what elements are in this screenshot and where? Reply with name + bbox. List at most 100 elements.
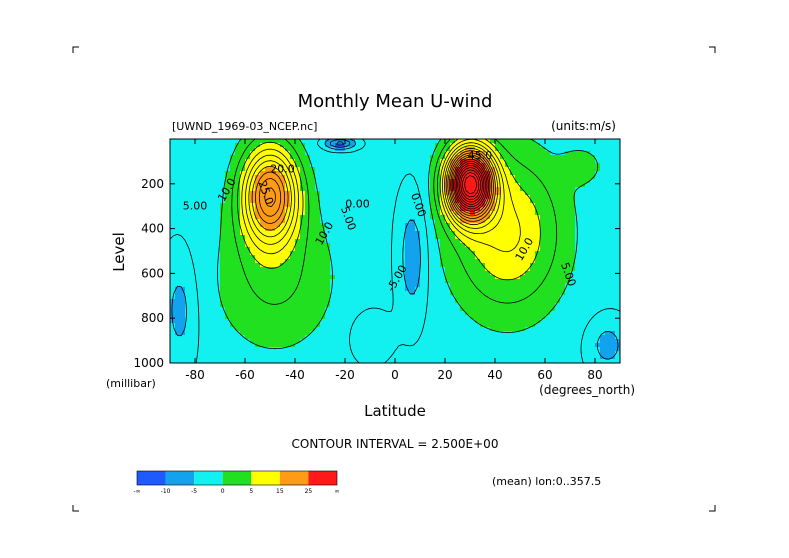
contour-band-cell [170, 231, 176, 236]
contour-band-cell [230, 207, 236, 212]
contour-band-cell [470, 255, 476, 260]
contour-band-cell [185, 195, 191, 200]
contour-band-cell [370, 355, 376, 360]
contour-band-cell [360, 143, 366, 148]
contour-band-cell [425, 187, 431, 192]
contour-band-cell [390, 343, 396, 348]
contour-band-cell [430, 159, 436, 164]
contour-band-cell [385, 275, 391, 280]
contour-band-cell [385, 199, 391, 204]
contour-band-cell [515, 155, 521, 160]
contour-band-cell [330, 151, 336, 156]
contour-band-cell [180, 267, 186, 272]
contour-band-cell [395, 203, 401, 208]
contour-band-cell [475, 279, 481, 284]
contour-band-cell [325, 343, 331, 348]
contour-band-cell [480, 311, 486, 316]
dataset-label: [UWND_1969-03_NCEP.nc] [172, 120, 317, 133]
contour-band-cell [380, 195, 386, 200]
contour-band-cell [190, 219, 196, 224]
contour-band-cell [370, 315, 376, 320]
contour-band-cell [305, 287, 311, 292]
contour-band-cell [300, 251, 306, 256]
contour-band-cell [175, 147, 181, 152]
contour-band-cell [495, 167, 501, 172]
contour-band-cell [260, 195, 266, 200]
contour-band-cell [215, 163, 221, 168]
contour-band-cell [350, 167, 356, 172]
contour-band-cell [485, 287, 491, 292]
contour-band-cell [320, 159, 326, 164]
contour-band-cell [360, 335, 366, 340]
contour-band-cell [345, 283, 351, 288]
contour-band-cell [355, 203, 361, 208]
contour-band-cell [305, 303, 311, 308]
contour-band-cell [220, 315, 226, 320]
contour-band-cell [285, 303, 291, 308]
contour-band-cell [610, 175, 616, 180]
contour-band-cell [535, 179, 541, 184]
contour-band-cell [480, 259, 486, 264]
contour-band-cell [275, 339, 281, 344]
contour-band-cell [555, 179, 561, 184]
contour-band-cell [550, 155, 556, 160]
contour-band-cell [585, 267, 591, 272]
contour-band-cell [195, 327, 201, 332]
contour-band-cell [530, 211, 536, 216]
contour-band-cell [350, 339, 356, 344]
contour-band-cell [170, 179, 176, 184]
contour-band-cell [315, 147, 321, 152]
contour-band-cell [535, 223, 541, 228]
contour-band-cell [535, 151, 541, 156]
contour-band-cell [195, 203, 201, 208]
contour-band-cell [525, 235, 531, 240]
contour-band-cell [460, 199, 466, 204]
contour-band-cell [215, 291, 221, 296]
contour-band-cell [340, 267, 346, 272]
contour-band-cell [520, 219, 526, 224]
contour-band-cell [350, 251, 356, 256]
contour-band-cell [615, 263, 620, 268]
contour-band-cell [370, 207, 376, 212]
contour-band-cell [505, 227, 511, 232]
contour-band-cell [590, 191, 596, 196]
contour-band-cell [215, 359, 221, 363]
contour-band-cell [280, 271, 286, 276]
contour-band-cell [190, 191, 196, 196]
contour-band-cell [215, 199, 221, 204]
contour-band-cell [245, 251, 251, 256]
contour-band-cell [505, 143, 511, 148]
contour-band-cell [185, 311, 191, 316]
contour-band-cell [385, 267, 391, 272]
contour-band-cell [560, 251, 566, 256]
contour-band-cell [415, 251, 421, 256]
contour-band-cell [360, 311, 366, 316]
contour-band-cell [255, 351, 261, 356]
contour-band-cell [305, 139, 311, 144]
contour-band-cell [380, 347, 386, 352]
contour-band-cell [260, 215, 266, 220]
contour-band-cell [270, 243, 276, 248]
contour-band-cell [485, 299, 491, 304]
contour-band-cell [335, 255, 341, 260]
contour-band-cell [545, 355, 551, 360]
contour-band-cell [225, 143, 231, 148]
contour-band-cell [290, 195, 296, 200]
contour-band-cell [420, 171, 426, 176]
contour-band-cell [560, 283, 566, 288]
contour-band-cell [330, 343, 336, 348]
contour-band-cell [505, 243, 511, 248]
contour-band-cell [325, 151, 331, 156]
contour-band-cell [420, 251, 426, 256]
contour-band-cell [240, 207, 246, 212]
contour-band-cell [410, 247, 416, 252]
contour-band-cell [205, 203, 211, 208]
contour-band-cell [455, 231, 461, 236]
contour-band-cell [495, 259, 501, 264]
contour-band-cell [280, 311, 286, 316]
contour-band-cell [220, 203, 226, 208]
contour-band-cell [245, 327, 251, 332]
contour-band-cell [420, 287, 426, 292]
contour-band-cell [475, 335, 481, 340]
contour-band-cell [565, 259, 571, 264]
